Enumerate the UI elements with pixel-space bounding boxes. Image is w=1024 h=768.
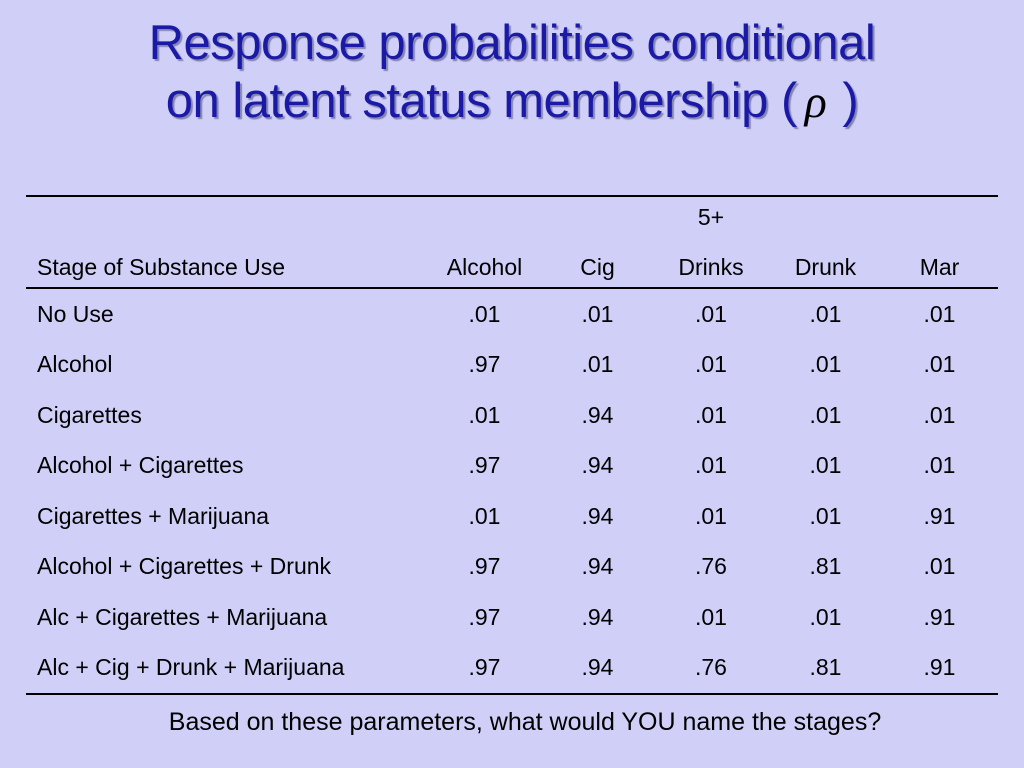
footer-question: Based on these parameters, what would YO… — [168, 708, 882, 736]
mar-cell: .01 — [923, 300, 956, 327]
header-row: Stage of Substance Use Alcohol Cig Drink… — [26, 231, 998, 289]
drinks-cell: .01 — [695, 351, 727, 378]
header-cig: Cig — [543, 231, 652, 289]
drunk-cell: .81 — [770, 642, 881, 695]
slide-title: Response probabilities conditional on la… — [0, 14, 1024, 131]
drunk-cell: .01 — [809, 351, 842, 378]
mar-cell: .01 — [923, 452, 956, 479]
table-row: Cigarettes + Marijuana .01 .94 .01 .01 .… — [26, 491, 998, 542]
alcohol-cell: .01 — [468, 502, 501, 529]
title-line-2: on latent status membership (ρ) — [0, 72, 1024, 131]
stage-cell: No Use — [37, 300, 114, 327]
cig-cell: .94 — [581, 603, 614, 630]
header-alcohol: Alcohol — [426, 231, 543, 289]
drunk-cell: .81 — [809, 553, 842, 580]
mar-cell: .91 — [923, 603, 956, 630]
drinks-cell: .76 — [695, 553, 727, 580]
header-drunk: Drunk — [770, 231, 881, 289]
table-row: Alc + Cig + Drunk + Marijuana .97 .94 .7… — [26, 642, 998, 695]
mar-cell: .91 — [881, 642, 998, 695]
cig-cell: .01 — [581, 351, 614, 378]
header-stage: Stage of Substance Use — [26, 231, 426, 289]
drunk-cell: .01 — [809, 401, 842, 428]
header-drinks-top: 5+ — [652, 195, 770, 231]
cig-cell: .94 — [581, 553, 614, 580]
header-row-top: 5+ — [26, 195, 998, 231]
alcohol-cell: .97 — [468, 351, 501, 378]
drinks-cell: .01 — [695, 502, 727, 529]
mar-cell: .01 — [923, 553, 956, 580]
drunk-cell: .01 — [809, 603, 842, 630]
cig-cell: .01 — [581, 300, 614, 327]
stage-cell: Alcohol — [37, 351, 113, 378]
alcohol-cell: .97 — [468, 603, 501, 630]
drunk-cell: .01 — [809, 502, 842, 529]
alcohol-cell: .97 — [468, 553, 501, 580]
alcohol-cell: .01 — [468, 300, 501, 327]
stage-cell: Alc + Cigarettes + Marijuana — [37, 603, 328, 630]
drinks-cell: .01 — [695, 452, 727, 479]
drinks-cell: .01 — [695, 300, 727, 327]
table-row: No Use .01 .01 .01 .01 .01 — [26, 288, 998, 340]
table-row: Alc + Cigarettes + Marijuana .97 .94 .01… — [26, 592, 998, 643]
title-line-2-text: on latent status membership ( — [165, 74, 797, 128]
probability-table-container: 5+ Stage of Substance Use Alcohol Cig Dr… — [26, 195, 998, 695]
title-line-1: Response probabilities conditional — [148, 16, 876, 70]
table-row: Cigarettes .01 .94 .01 .01 .01 — [26, 390, 998, 441]
stage-cell: Cigarettes + Marijuana — [37, 502, 270, 529]
drinks-cell: .76 — [652, 642, 770, 695]
title-closing-paren: ) — [842, 74, 859, 128]
cig-cell: .94 — [543, 642, 652, 695]
header-mar: Mar — [881, 231, 998, 289]
stage-cell: Alcohol + Cigarettes + Drunk — [37, 553, 332, 580]
stage-cell: Alc + Cig + Drunk + Marijuana — [26, 642, 426, 695]
stage-cell: Cigarettes — [37, 401, 142, 428]
alcohol-cell: .97 — [426, 642, 543, 695]
table-row: Alcohol + Cigarettes + Drunk .97 .94 .76… — [26, 542, 998, 593]
rho-symbol: ρ — [804, 76, 827, 127]
mar-cell: .01 — [923, 351, 956, 378]
drunk-cell: .01 — [809, 300, 842, 327]
cig-cell: .94 — [581, 502, 614, 529]
mar-cell: .91 — [923, 502, 956, 529]
cig-cell: .94 — [581, 452, 614, 479]
table-row: Alcohol + Cigarettes .97 .94 .01 .01 .01 — [26, 441, 998, 492]
drunk-cell: .01 — [809, 452, 842, 479]
alcohol-cell: .97 — [468, 452, 501, 479]
cig-cell: .94 — [581, 401, 614, 428]
mar-cell: .01 — [923, 401, 956, 428]
table-row: Alcohol .97 .01 .01 .01 .01 — [26, 340, 998, 391]
stage-cell: Alcohol + Cigarettes — [37, 452, 244, 479]
drinks-cell: .01 — [695, 401, 727, 428]
header-drinks: Drinks — [652, 231, 770, 289]
response-probability-table: 5+ Stage of Substance Use Alcohol Cig Dr… — [26, 195, 998, 695]
alcohol-cell: .01 — [468, 401, 501, 428]
drinks-cell: .01 — [695, 603, 727, 630]
